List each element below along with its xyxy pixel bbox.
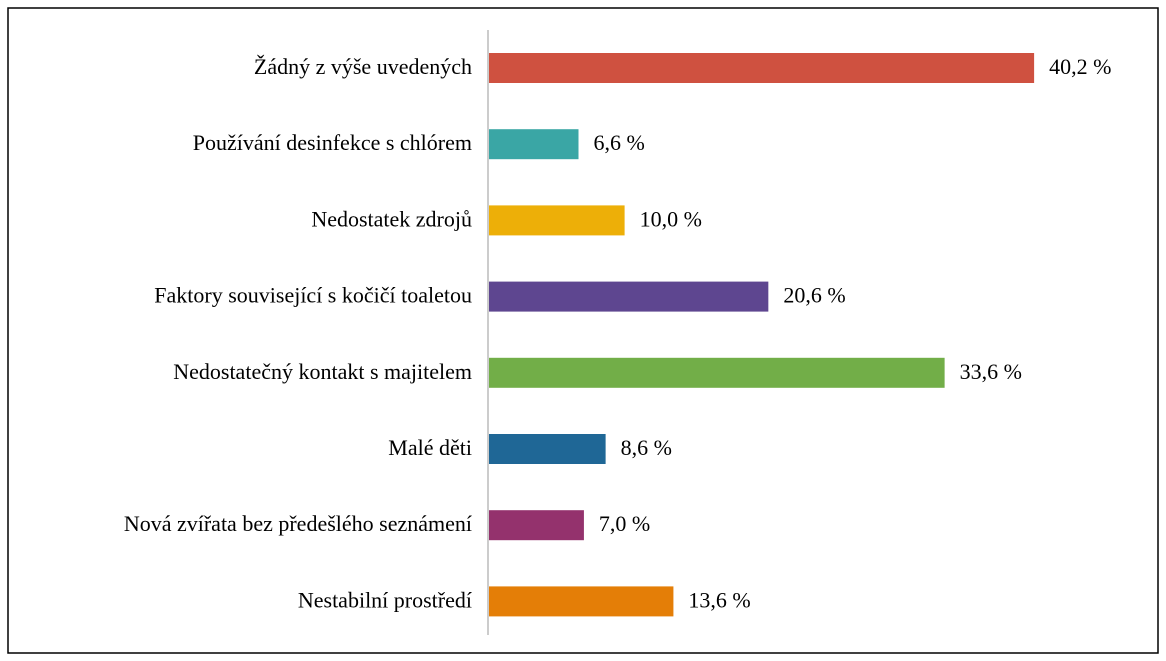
category-label: Faktory související s kočičí toaletou bbox=[154, 283, 472, 308]
bar bbox=[489, 129, 579, 160]
data-label: 8,6 % bbox=[621, 435, 672, 460]
bar bbox=[489, 281, 769, 312]
category-label: Nedostatek zdrojů bbox=[311, 206, 472, 231]
category-label: Nová zvířata bez předešlého seznámení bbox=[124, 511, 472, 536]
data-label: 33,6 % bbox=[960, 359, 1022, 384]
bar bbox=[489, 510, 584, 541]
bar bbox=[489, 434, 606, 464]
data-label: 13,6 % bbox=[688, 587, 750, 612]
data-label: 20,6 % bbox=[783, 283, 845, 308]
data-label: 40,2 % bbox=[1049, 54, 1111, 79]
data-label: 7,0 % bbox=[599, 511, 650, 536]
data-label: 10,0 % bbox=[640, 206, 702, 231]
data-label: 6,6 % bbox=[593, 130, 644, 155]
category-label: Nedostatečný kontakt s majitelem bbox=[173, 359, 472, 384]
bar bbox=[489, 205, 625, 236]
category-label: Nestabilní prostředí bbox=[298, 587, 472, 612]
frame bbox=[7, 7, 1159, 654]
bar bbox=[489, 53, 1035, 83]
category-label: Používání desinfekce s chlórem bbox=[193, 130, 472, 155]
category-label: Malé děti bbox=[388, 435, 472, 460]
bar bbox=[489, 586, 674, 617]
bar bbox=[489, 357, 945, 388]
category-label: Žádný z výše uvedených bbox=[254, 54, 472, 79]
